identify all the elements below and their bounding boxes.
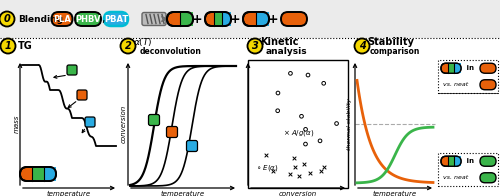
FancyBboxPatch shape — [243, 12, 269, 26]
Point — [295, 175, 303, 178]
Text: 1: 1 — [4, 41, 12, 51]
FancyBboxPatch shape — [441, 156, 461, 166]
Bar — [32, 167, 44, 181]
FancyBboxPatch shape — [104, 12, 128, 26]
FancyBboxPatch shape — [205, 12, 231, 26]
Bar — [454, 63, 461, 73]
FancyBboxPatch shape — [142, 13, 166, 25]
FancyBboxPatch shape — [281, 12, 307, 26]
Circle shape — [120, 38, 136, 54]
Bar — [448, 63, 454, 73]
Text: temperature: temperature — [161, 191, 205, 196]
Bar — [248, 60, 348, 188]
Text: $\times$ $A/g(\alpha)$: $\times$ $A/g(\alpha)$ — [283, 128, 314, 138]
FancyBboxPatch shape — [438, 153, 498, 186]
Text: analysis: analysis — [266, 46, 308, 55]
Point — [332, 122, 340, 125]
Point — [316, 139, 324, 142]
Text: +: + — [192, 13, 202, 25]
Text: deconvolution: deconvolution — [140, 46, 202, 55]
Bar — [256, 12, 269, 26]
Text: 0: 0 — [4, 14, 10, 24]
Text: vs. neat: vs. neat — [443, 175, 468, 180]
FancyBboxPatch shape — [77, 90, 87, 100]
Text: 4: 4 — [358, 41, 366, 51]
Bar — [214, 12, 222, 26]
Point — [292, 166, 300, 169]
FancyBboxPatch shape — [480, 63, 496, 73]
Text: temperature: temperature — [373, 191, 417, 196]
Text: in: in — [464, 158, 474, 164]
Point — [262, 154, 270, 157]
Circle shape — [248, 38, 262, 54]
Point — [304, 74, 312, 77]
FancyBboxPatch shape — [186, 141, 198, 152]
Text: TG: TG — [18, 41, 33, 51]
Circle shape — [0, 38, 16, 54]
Circle shape — [354, 38, 370, 54]
Text: Kinetic: Kinetic — [260, 37, 298, 47]
FancyBboxPatch shape — [438, 60, 498, 93]
FancyBboxPatch shape — [67, 65, 77, 75]
Point — [268, 169, 276, 172]
Bar — [448, 156, 454, 166]
Point — [290, 156, 298, 159]
Text: Stability: Stability — [367, 37, 414, 47]
FancyBboxPatch shape — [480, 80, 496, 90]
Text: mass: mass — [14, 115, 20, 133]
Text: vs. neat: vs. neat — [443, 82, 468, 87]
Point — [286, 72, 294, 75]
Point — [298, 115, 306, 118]
Text: PBAT: PBAT — [104, 15, 128, 24]
Text: comparison: comparison — [370, 46, 420, 55]
Bar — [180, 12, 193, 26]
FancyArrowPatch shape — [162, 17, 168, 21]
Point — [318, 169, 326, 172]
Text: ,: , — [74, 14, 77, 24]
Text: in: in — [464, 65, 474, 71]
FancyBboxPatch shape — [167, 12, 193, 26]
FancyBboxPatch shape — [148, 114, 160, 125]
Circle shape — [0, 12, 14, 26]
Text: $\alpha(T)$: $\alpha(T)$ — [133, 36, 152, 48]
Point — [302, 142, 310, 146]
Text: +: + — [268, 13, 278, 25]
Point — [274, 92, 282, 95]
FancyBboxPatch shape — [85, 117, 95, 127]
FancyBboxPatch shape — [75, 12, 101, 26]
Point — [320, 82, 328, 85]
Text: $\circ$ $E(\alpha)$: $\circ$ $E(\alpha)$ — [256, 163, 278, 173]
Text: 3: 3 — [252, 41, 258, 51]
Text: +: + — [230, 13, 240, 25]
FancyBboxPatch shape — [20, 167, 56, 181]
FancyBboxPatch shape — [166, 126, 177, 138]
Text: ,: , — [102, 14, 105, 24]
Point — [300, 162, 308, 166]
Bar — [222, 12, 231, 26]
Point — [286, 172, 294, 175]
Text: temperature: temperature — [47, 191, 91, 196]
Bar — [44, 167, 56, 181]
Text: thermal stability: thermal stability — [348, 98, 352, 150]
Text: 2: 2 — [124, 41, 132, 51]
FancyBboxPatch shape — [480, 156, 496, 166]
Text: conversion: conversion — [121, 105, 127, 143]
Text: PHBV: PHBV — [75, 15, 101, 24]
FancyBboxPatch shape — [441, 63, 461, 73]
Point — [274, 109, 281, 112]
Text: conversion: conversion — [279, 191, 317, 196]
Text: Blending: Blending — [18, 15, 63, 24]
FancyBboxPatch shape — [480, 173, 496, 183]
Point — [320, 165, 328, 168]
Text: PLA: PLA — [53, 15, 71, 24]
FancyBboxPatch shape — [52, 12, 72, 26]
Bar — [0, 0, 500, 38]
Bar — [454, 156, 461, 166]
Point — [302, 128, 310, 131]
Point — [306, 171, 314, 174]
